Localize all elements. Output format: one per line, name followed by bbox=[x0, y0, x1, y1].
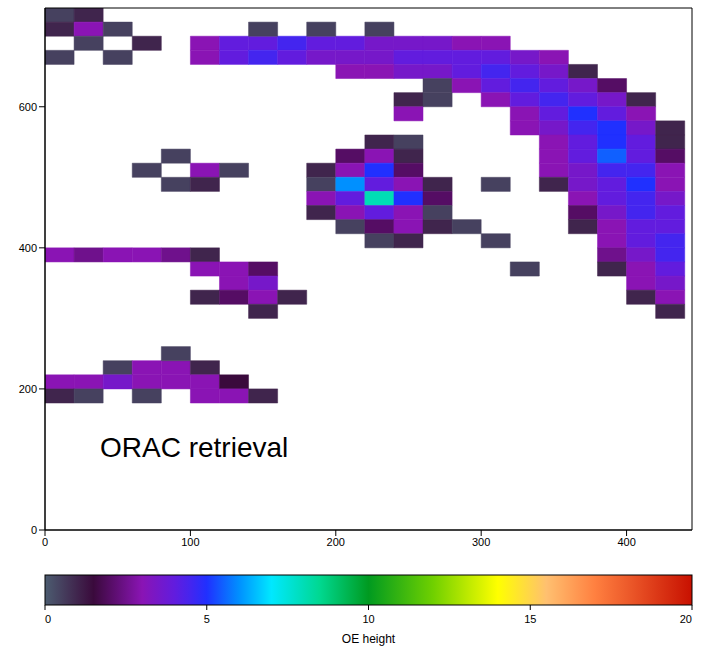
svg-text:600: 600 bbox=[19, 101, 37, 113]
svg-text:10: 10 bbox=[362, 613, 374, 625]
html-text:ORAC retrieval: ORAC retrieval bbox=[100, 432, 289, 463]
svg-text:OE height: OE height bbox=[342, 632, 396, 646]
svg-text:200: 200 bbox=[327, 536, 345, 548]
svg-text:400: 400 bbox=[19, 242, 37, 254]
svg-text:0: 0 bbox=[45, 613, 51, 625]
svg-text:400: 400 bbox=[617, 536, 635, 548]
svg-text:5: 5 bbox=[204, 613, 210, 625]
svg-text:0: 0 bbox=[31, 524, 37, 536]
svg-text:200: 200 bbox=[19, 383, 37, 395]
svg-text:20: 20 bbox=[680, 613, 692, 625]
svg-text:0: 0 bbox=[42, 536, 48, 548]
svg-text:100: 100 bbox=[181, 536, 199, 548]
svg-text:300: 300 bbox=[472, 536, 490, 548]
svg-text:15: 15 bbox=[524, 613, 536, 625]
